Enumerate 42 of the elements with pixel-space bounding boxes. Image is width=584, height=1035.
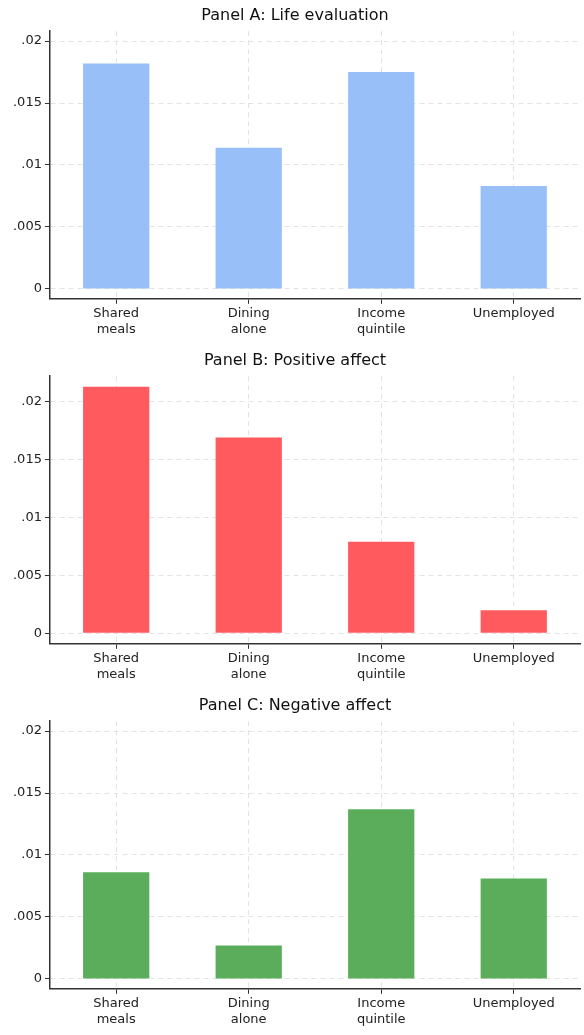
y-tick-label: 0 — [33, 624, 42, 640]
y-tick-label: .01 — [21, 846, 42, 862]
y-tick-label: .005 — [12, 566, 42, 582]
x-tick-label: Dining alone — [227, 649, 270, 681]
bar — [83, 386, 150, 633]
bar — [480, 878, 547, 979]
y-tick-label: .015 — [12, 784, 42, 800]
x-tick-label: Income quintile — [356, 304, 406, 336]
y-tick-label: 0 — [33, 970, 42, 986]
bar — [83, 63, 150, 289]
x-tick-label: Income quintile — [356, 994, 406, 1026]
chart-title: Panel A: Life evaluation — [201, 4, 389, 24]
bar — [215, 437, 282, 633]
y-tick-label: 0 — [33, 280, 42, 296]
y-tick-label: .01 — [21, 508, 42, 524]
y-tick-label: .02 — [21, 32, 42, 48]
bar — [348, 72, 415, 289]
bar — [215, 945, 282, 979]
y-tick-label: .01 — [21, 156, 42, 172]
x-tick-label: Dining alone — [227, 994, 270, 1026]
bar — [83, 872, 150, 979]
x-tick-label: Income quintile — [356, 649, 406, 681]
bar — [480, 186, 547, 289]
chart-title: Panel C: Negative affect — [198, 694, 392, 714]
bar — [215, 147, 282, 289]
x-tick-label: Unemployed — [472, 649, 555, 665]
x-tick-label: Dining alone — [227, 304, 270, 336]
y-tick-label: .015 — [12, 94, 42, 110]
y-tick-label: .02 — [21, 393, 42, 409]
bar — [480, 610, 547, 633]
y-tick-label: .005 — [12, 908, 42, 924]
x-tick-label: Unemployed — [472, 304, 555, 320]
y-tick-label: .015 — [12, 450, 42, 466]
y-tick-label: .005 — [12, 218, 42, 234]
bar — [348, 541, 415, 633]
x-tick-label: Shared meals — [93, 994, 140, 1026]
x-tick-label: Unemployed — [472, 994, 555, 1010]
chart-title: Panel B: Positive affect — [203, 349, 387, 369]
y-tick-label: .02 — [21, 722, 42, 738]
x-tick-label: Shared meals — [93, 649, 140, 681]
x-tick-label: Shared meals — [93, 304, 140, 336]
bar — [348, 809, 415, 979]
